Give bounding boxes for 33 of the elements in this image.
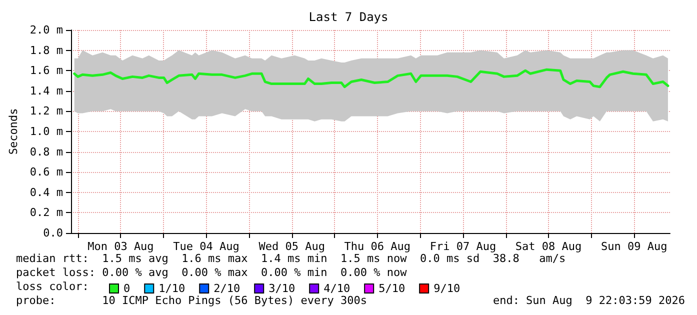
x-tick-label: Fri 07 Aug (430, 240, 496, 253)
y-tick-label: 0.2 m (30, 206, 64, 220)
y-tick-label: 1.8 m (30, 44, 64, 57)
legend-label: 2/10 (214, 282, 240, 295)
y-tick-label: 1.4 m (30, 84, 64, 98)
legend-label: 9/10 (434, 282, 460, 295)
legend-label: 1/10 (158, 282, 186, 295)
y-tick-label: 2.0 m (30, 24, 64, 36)
y-tick-label: 0.0 (43, 226, 64, 240)
chart-title: Last 7 Days (308, 10, 388, 24)
text: packet loss: 0.00 % avg 0.00 % max 0.00 % min 0.00 % now (16, 266, 408, 279)
legend-title: loss color: (16, 280, 89, 293)
text: probe: 10 ICMP Echo Pings (56 Bytes) every 300s (16, 294, 367, 307)
line-series (73, 68, 670, 88)
y-tick-label: 0.4 m (30, 186, 64, 199)
x-tick-label: Tue 04 Aug (173, 240, 240, 253)
x-tick-label: Mon 03 Aug (88, 240, 154, 253)
legend-label: 5/10 (378, 282, 406, 295)
legend-label: 4/10 (324, 282, 350, 295)
y-tick-label: 1.6 m (30, 64, 64, 78)
x-tick-label: Thu 06 Aug (344, 240, 411, 253)
y-tick-label: 1.2 m (30, 104, 64, 118)
text: median rtt: 1.5 ms avg 1.6 ms max 1.4 ms min 1.5 ms now 0.0 ms sd 38.8 am/s (16, 252, 566, 265)
legend-label: 0 (124, 282, 130, 295)
x-tick-label: Wed 05 Aug (258, 240, 325, 253)
x-tick-label: Sat 08 Aug (515, 240, 582, 253)
y-tick-label: 1.0 m (30, 125, 64, 138)
y-axis-title: Seconds (7, 108, 20, 155)
text: end: Sun Aug 9 22:03:59 2026 (492, 294, 686, 307)
y-tick-label: 0.6 m (30, 166, 64, 179)
legend-label: 3/10 (268, 282, 296, 295)
y-tick-label: 0.8 m (30, 145, 64, 158)
x-tick-label: Sun 09 Aug (600, 240, 668, 253)
